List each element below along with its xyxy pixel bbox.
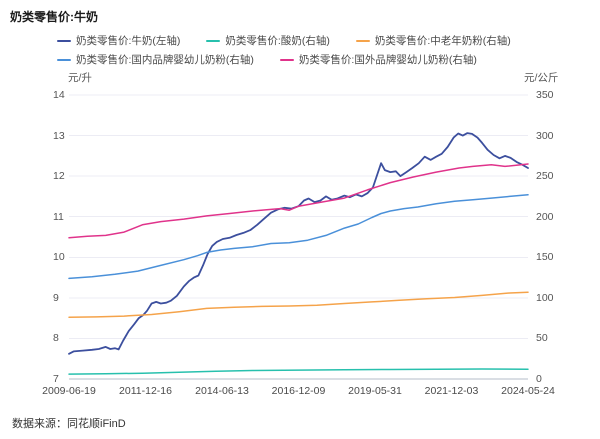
legend-item-elderly-powder[interactable]: 奶类零售价:中老年奶粉(右轴) (355, 33, 511, 48)
left-axis-tick: 11 (53, 210, 64, 223)
legend-dash-icon (57, 39, 71, 42)
right-axis-tick: 100 (536, 291, 554, 304)
x-axis-tick: 2019-05-31 (348, 385, 402, 397)
legend-label: 奶类零售价:中老年奶粉(右轴) (374, 35, 511, 47)
right-axis-unit: 元/公斤 (524, 72, 559, 84)
legend-dash-icon (57, 58, 71, 61)
legend-item-yogurt[interactable]: 奶类零售价:酸奶(右轴) (206, 33, 330, 48)
legend-item-foreign-infant[interactable]: 奶类零售价:国外品牌婴幼儿奶粉(右轴) (279, 52, 477, 67)
right-axis-tick: 0 (536, 373, 542, 385)
series-line-4 (68, 163, 529, 239)
left-axis-tick: 9 (53, 291, 59, 304)
right-axis-tick: 350 (536, 89, 554, 101)
legend: 奶类零售价:牛奶(左轴) 奶类零售价:酸奶(右轴) 奶类零售价:中老年奶粉(右轴… (57, 33, 511, 67)
left-axis-tick: 13 (53, 129, 65, 142)
series-line-1 (68, 368, 529, 375)
legend-dash-icon (206, 39, 221, 42)
left-axis-tick: 10 (53, 251, 65, 264)
legend-row-1: 奶类零售价:牛奶(左轴) 奶类零售价:酸奶(右轴) 奶类零售价:中老年奶粉(右轴… (57, 33, 511, 48)
left-axis-tick: 8 (53, 332, 59, 345)
data-source-note: 数据来源：同花顺iFinD (12, 418, 126, 430)
x-axis-tick: 2011-12-16 (119, 385, 172, 397)
right-axis-tick: 200 (536, 210, 554, 223)
left-axis-tick: 7 (53, 373, 59, 385)
series-lines (68, 132, 529, 375)
x-axis-tick: 2024-05-24 (501, 385, 555, 397)
right-axis-tick: 300 (536, 129, 554, 142)
right-axis-tick: 50 (536, 332, 548, 345)
legend-dash-icon (279, 58, 294, 61)
left-axis-unit: 元/升 (68, 72, 92, 84)
series-line-2 (68, 291, 529, 319)
x-axis-tick: 2016-12-09 (271, 385, 326, 397)
legend-row-2: 奶类零售价:国内品牌婴幼儿奶粉(右轴) 奶类零售价:国外品牌婴幼儿奶粉(右轴) (57, 52, 511, 67)
legend-label: 奶类零售价:酸奶(右轴) (225, 35, 330, 47)
x-axis-tick: 2021-12-03 (424, 385, 479, 397)
gridlines (69, 94, 528, 380)
legend-dash-icon (355, 39, 370, 42)
legend-label: 奶类零售价:国内品牌婴幼儿奶粉(右轴) (76, 54, 254, 66)
left-axis-tick: 14 (53, 89, 65, 101)
legend-label: 奶类零售价:牛奶(左轴) (76, 35, 181, 47)
series-line-3 (68, 194, 529, 280)
left-axis-tick: 12 (53, 170, 65, 183)
series-line-0 (68, 132, 529, 355)
legend-label: 奶类零售价:国外品牌婴幼儿奶粉(右轴) (298, 54, 477, 66)
right-axis-tick: 250 (536, 170, 554, 183)
legend-item-domestic-infant[interactable]: 奶类零售价:国内品牌婴幼儿奶粉(右轴) (57, 52, 254, 67)
x-axis-tick: 2014-06-13 (195, 385, 249, 397)
right-axis-tick: 150 (536, 251, 554, 264)
legend-item-milk[interactable]: 奶类零售价:牛奶(左轴) (57, 33, 180, 48)
chart-title: 奶类零售价:牛奶 (10, 10, 98, 24)
x-axis-tick: 2009-06-19 (42, 385, 96, 397)
